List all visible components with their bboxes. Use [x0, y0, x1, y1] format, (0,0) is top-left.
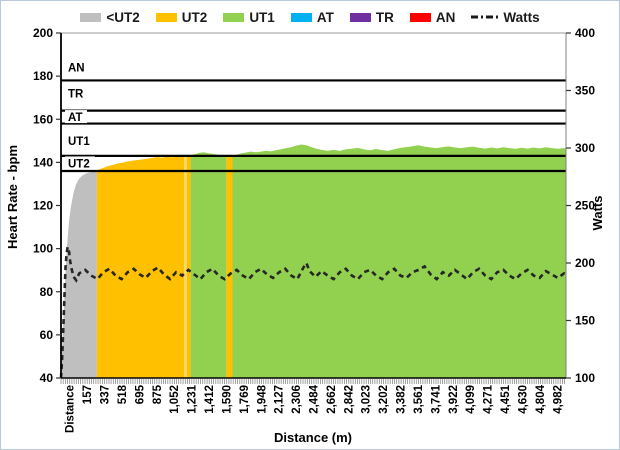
- x-category-label: 4,982: [552, 385, 564, 414]
- legend-swatch-icon: [223, 12, 245, 22]
- y-right-tick-label: 250: [575, 199, 595, 213]
- x-category-label: 3,382: [396, 385, 408, 414]
- x-category-label: 4,099: [465, 385, 477, 414]
- legend-swatch-icon: [80, 12, 102, 22]
- legend-label: UT2: [181, 9, 208, 25]
- x-category-label: 3,202: [378, 385, 390, 414]
- x-category-label: Distance: [65, 385, 77, 433]
- zone-label-bg: [65, 133, 95, 147]
- zone-label-an: AN: [68, 63, 85, 75]
- x-category-label: 875: [152, 384, 164, 404]
- legend-item-ut2: UT2: [155, 9, 208, 25]
- legend-item-lt-ut2: <UT2: [80, 9, 140, 25]
- y-left-tick-label: 120: [33, 199, 53, 213]
- x-category-label: 4,630: [517, 385, 529, 414]
- x-category-label: 4,451: [500, 384, 512, 413]
- legend-label: UT1: [249, 9, 275, 25]
- zone-label-bg: [65, 86, 87, 100]
- legend-item-ut1: UT1: [223, 10, 275, 25]
- x-category-label: 1,769: [239, 385, 251, 414]
- zone-label-at: AT: [68, 112, 82, 124]
- y-left-tick-label: 40: [40, 371, 54, 385]
- zone-label-bg: [65, 156, 95, 170]
- legend-swatch-icon: [409, 12, 431, 22]
- y-right-tick-label: 300: [575, 141, 595, 155]
- x-category-label: 1,052: [169, 385, 181, 414]
- x-category-label: 337: [100, 385, 112, 404]
- hr-area-segment-ut2_light: [184, 156, 187, 378]
- y-right-tick-label: 100: [575, 371, 595, 385]
- x-category-label: 3,922: [448, 385, 460, 414]
- y-axis-right-title: Watts: [590, 196, 605, 231]
- dashed-line-icon: [471, 15, 499, 19]
- y-right-tick-label: 200: [575, 256, 595, 270]
- x-axis-title: Distance (m): [274, 430, 352, 445]
- x-category-label: 3,023: [361, 385, 373, 414]
- x-category-label: 518: [117, 384, 129, 404]
- y-left-tick-label: 60: [40, 328, 54, 342]
- zone-label-ut2: UT2: [68, 158, 90, 170]
- legend-swatch-icon: [290, 12, 312, 22]
- legend-item-watts: Watts: [471, 9, 540, 25]
- hr-area-segment-ut1: [190, 152, 227, 378]
- zone-label-bg: [65, 110, 87, 124]
- legend-label: <UT2: [106, 9, 140, 25]
- x-category-label: 2,127: [274, 385, 286, 414]
- legend-label: Watts: [503, 9, 540, 25]
- legend-swatch-icon: [155, 12, 177, 22]
- x-category-label: 1,948: [256, 384, 268, 413]
- hr-area-segment-ut2: [186, 155, 191, 378]
- legend-swatch-icon: [349, 12, 371, 22]
- y-left-tick-label: 140: [33, 155, 53, 169]
- legend-label: AT: [316, 9, 334, 25]
- y-left-tick-label: 180: [33, 69, 53, 83]
- x-category-label: 2,842: [343, 385, 355, 414]
- x-category-label: 1,231: [187, 384, 199, 413]
- x-category-label: 1,412: [204, 385, 216, 414]
- chart-legend: <UT2 UT2 UT1 AT TR AN Watts: [1, 5, 619, 29]
- x-category-label: 3,741: [430, 384, 442, 413]
- x-minor-tick-band: [60, 379, 565, 384]
- x-category-label: 695: [134, 384, 146, 404]
- legend-item-at: AT: [290, 9, 334, 25]
- x-category-label: 4,804: [535, 384, 547, 413]
- zone-label-tr: TR: [68, 88, 84, 100]
- x-category-label: 2,662: [326, 385, 338, 414]
- legend-label: AN: [435, 9, 456, 25]
- y-left-tick-label: 80: [40, 285, 54, 299]
- hr-area-segment-ut2: [96, 156, 184, 378]
- legend-item-tr: TR: [349, 9, 394, 25]
- y-left-tick-label: 100: [33, 242, 53, 256]
- hr-area-segment-ut2: [226, 155, 233, 378]
- x-category-label: 4,271: [483, 384, 495, 413]
- hr-area-segment-ut1: [232, 144, 566, 378]
- y-right-tick-label: 350: [575, 84, 595, 98]
- x-category-label: 1,590: [221, 385, 233, 414]
- legend-item-an: AN: [409, 9, 456, 25]
- zone-label-ut1: UT1: [68, 136, 90, 148]
- y-right-tick-label: 400: [575, 26, 595, 40]
- x-category-label: 157: [82, 385, 94, 404]
- watts-line: [59, 241, 567, 379]
- x-category-label: 3,561: [413, 384, 425, 413]
- zone-label-bg: [65, 60, 87, 74]
- y-axis-left-title: Heart Rate - bpm: [5, 145, 20, 249]
- x-category-label: 2,484: [309, 384, 321, 413]
- legend-label: TR: [375, 9, 394, 25]
- y-right-tick-label: 150: [575, 314, 595, 328]
- x-category-label: 2,306: [291, 385, 303, 414]
- y-left-tick-label: 200: [33, 26, 53, 40]
- y-left-tick-label: 160: [33, 112, 53, 126]
